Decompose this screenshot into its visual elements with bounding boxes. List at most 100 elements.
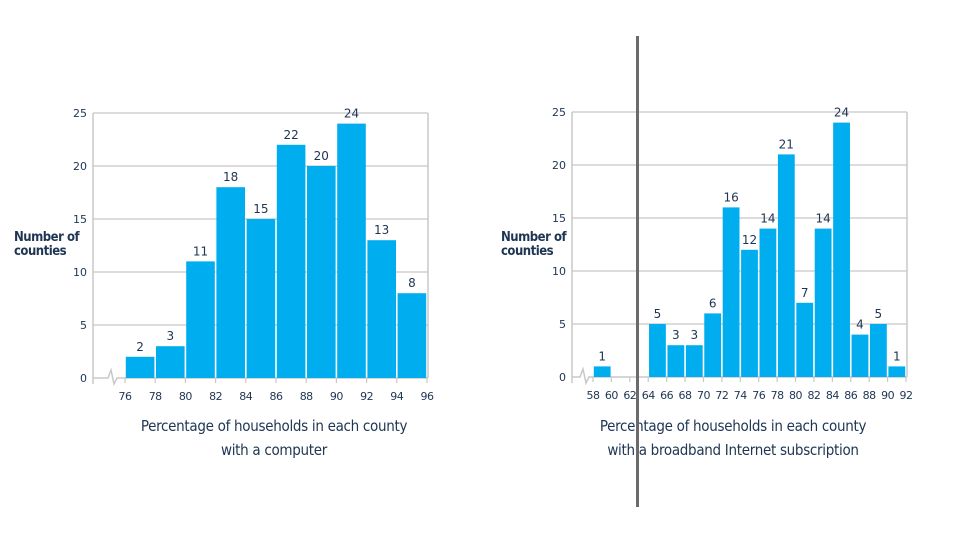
- bar-value-label: 7: [801, 286, 809, 300]
- x-tick-label: 90: [330, 390, 343, 403]
- histogram-bar: [759, 228, 777, 377]
- bar-value-label: 5: [654, 307, 662, 321]
- histogram-bar: [276, 144, 306, 378]
- bar-value-label: 1: [893, 349, 901, 363]
- y-tick-label: 10: [73, 266, 87, 279]
- bar-value-label: 15: [253, 202, 268, 216]
- y-tick-label: 10: [552, 265, 566, 278]
- x-tick-label: 72: [715, 389, 728, 402]
- x-tick-label: 78: [149, 390, 162, 403]
- bar-value-label: 3: [166, 329, 174, 343]
- histogram-bar: [649, 324, 666, 377]
- bar-value-label: 14: [760, 212, 775, 226]
- x-tick-label: 82: [209, 390, 222, 403]
- x-tick-label: 88: [300, 390, 313, 403]
- x-tick-label: 62: [623, 389, 636, 402]
- x-axis-title-right: Percentage of households in each county …: [563, 414, 903, 462]
- histogram-bar: [685, 345, 703, 377]
- y-tick-label: 20: [552, 159, 566, 172]
- bar-value-label: 18: [223, 170, 238, 184]
- x-tick-label: 92: [900, 389, 913, 402]
- x-tick-label: 78: [771, 389, 784, 402]
- bar-value-label: 20: [314, 149, 329, 163]
- histogram-bar: [667, 345, 685, 377]
- x-tick-label: 94: [390, 390, 403, 403]
- x-axis-title-left: Percentage of households in each county …: [104, 414, 444, 462]
- x-tick-label: 84: [826, 389, 839, 402]
- x-tick-label: 92: [360, 390, 373, 403]
- y-tick-label: 5: [80, 319, 87, 332]
- y-tick-label: 0: [559, 371, 566, 384]
- bar-value-label: 3: [690, 328, 698, 342]
- x-axis-line-with-break: [572, 366, 907, 386]
- x-tick-label: 76: [119, 390, 132, 403]
- histogram-bar: [833, 122, 850, 377]
- y-tick-label: 25: [552, 106, 566, 119]
- vertical-divider-line: [636, 36, 639, 507]
- x-tick-label: 74: [734, 389, 747, 402]
- histogram-bar: [216, 187, 245, 378]
- x-tick-label: 64: [642, 389, 655, 402]
- histogram-bar: [851, 334, 869, 377]
- y-tick-label: 0: [80, 372, 87, 385]
- y-axis-label-right: Number of counties: [501, 230, 567, 259]
- bar-value-label: 14: [816, 212, 831, 226]
- histogram-bar: [246, 219, 276, 378]
- bar-value-label: 1: [598, 349, 606, 363]
- x-tick-label: 68: [679, 389, 692, 402]
- bar-value-label: 24: [834, 106, 849, 120]
- histogram-bar: [186, 261, 215, 378]
- x-tick-label: 90: [881, 389, 894, 402]
- histogram-bar: [814, 228, 832, 377]
- y-axis-label-left: Number of counties: [14, 230, 80, 259]
- x-tick-label: 88: [863, 389, 876, 402]
- bar-value-label: 5: [875, 307, 883, 321]
- bar-value-label: 22: [283, 128, 298, 142]
- x-tick-label: 76: [752, 389, 765, 402]
- x-axis-title-line1: Percentage of households in each county: [140, 417, 408, 435]
- x-tick-label: 80: [179, 390, 192, 403]
- histogram-bar: [367, 240, 396, 378]
- histogram-bar: [337, 123, 366, 378]
- y-tick-label: 25: [73, 107, 87, 120]
- histogram-bar: [704, 313, 722, 377]
- bar-value-label: 13: [374, 223, 389, 237]
- y-tick-label: 15: [552, 212, 566, 225]
- x-tick-label: 82: [807, 389, 820, 402]
- bar-value-label: 21: [779, 137, 794, 151]
- bar-value-label: 2: [136, 340, 144, 354]
- bar-value-label: 6: [709, 296, 717, 310]
- bar-value-label: 12: [742, 233, 757, 247]
- x-tick-label: 84: [239, 390, 252, 403]
- x-tick-label: 86: [844, 389, 857, 402]
- histogram-bar: [777, 154, 795, 377]
- x-tick-label: 86: [270, 390, 283, 403]
- x-axis-title-line2: with a broadband Internet subscription: [607, 441, 859, 459]
- bar-value-label: 11: [193, 244, 208, 258]
- histogram-bar: [796, 302, 814, 377]
- histogram-bar: [397, 293, 427, 378]
- x-axis-title-line2: with a computer: [220, 441, 328, 459]
- x-axis-title-line1: Percentage of households in each county: [599, 417, 867, 435]
- x-tick-label: 66: [660, 389, 673, 402]
- bar-value-label: 8: [408, 276, 416, 290]
- x-tick-label: 96: [421, 390, 434, 403]
- x-tick-label: 60: [605, 389, 618, 402]
- histogram-bar: [741, 249, 758, 377]
- histogram-bar: [125, 356, 155, 378]
- y-tick-label: 15: [73, 213, 87, 226]
- bar-value-label: 3: [672, 328, 680, 342]
- histogram-bar: [307, 166, 336, 378]
- histogram-bar: [156, 346, 185, 378]
- bar-value-label: 24: [344, 107, 359, 121]
- y-tick-label: 5: [559, 318, 566, 331]
- x-tick-label: 70: [697, 389, 710, 402]
- histogram-bar: [869, 324, 887, 377]
- bar-value-label: 16: [723, 190, 738, 204]
- x-tick-label: 58: [587, 389, 600, 402]
- x-tick-label: 80: [789, 389, 802, 402]
- histogram-bar: [888, 366, 906, 377]
- histogram-bar: [722, 207, 740, 377]
- histogram-bar: [593, 366, 611, 377]
